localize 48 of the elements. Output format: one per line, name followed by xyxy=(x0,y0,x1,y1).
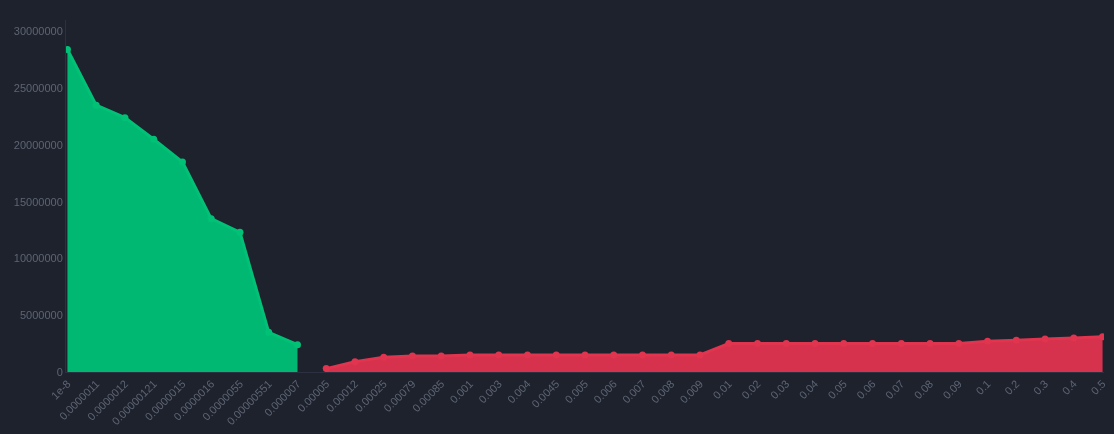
point xyxy=(322,365,330,372)
point xyxy=(150,135,158,143)
point xyxy=(236,228,244,236)
point xyxy=(121,114,129,122)
point xyxy=(552,351,560,359)
point xyxy=(610,351,618,359)
y-tick-label: 25000000 xyxy=(13,81,63,94)
point xyxy=(581,351,589,359)
point xyxy=(1041,335,1049,343)
point xyxy=(811,340,819,348)
y-tick-label: 15000000 xyxy=(13,195,63,208)
point xyxy=(926,340,934,348)
point xyxy=(178,158,186,166)
point xyxy=(984,337,992,345)
x-tick-label: 0.5 xyxy=(1088,377,1108,397)
point xyxy=(897,340,905,348)
point xyxy=(293,341,301,349)
x-tick-label: 0.3 xyxy=(1031,377,1051,397)
point xyxy=(265,328,273,336)
x-tick-label: 0.1 xyxy=(973,377,993,397)
y-tick-label: 10000000 xyxy=(13,252,63,265)
point xyxy=(667,351,675,359)
point xyxy=(380,353,388,361)
y-tick-label: 5000000 xyxy=(19,309,63,322)
point xyxy=(1012,336,1020,344)
point xyxy=(437,352,445,360)
point xyxy=(408,352,416,360)
point xyxy=(955,340,963,348)
point xyxy=(466,351,474,359)
point xyxy=(1070,334,1078,342)
point xyxy=(639,351,647,359)
y-tick-label: 20000000 xyxy=(13,138,63,151)
point xyxy=(840,340,848,348)
point xyxy=(207,215,215,223)
point xyxy=(92,101,100,109)
y-tick-label: 30000000 xyxy=(13,25,63,38)
x-tick-label: 0.2 xyxy=(1002,377,1022,397)
point xyxy=(754,340,762,348)
point xyxy=(523,351,531,359)
point xyxy=(495,351,503,359)
point xyxy=(696,351,704,359)
x-tick-label: 0.01 xyxy=(710,377,735,402)
y-tick-label: 0 xyxy=(56,365,63,378)
point xyxy=(725,340,733,348)
point xyxy=(351,358,359,366)
point xyxy=(782,340,790,348)
x-tick-label: 0.4 xyxy=(1059,377,1080,397)
point xyxy=(869,340,877,348)
